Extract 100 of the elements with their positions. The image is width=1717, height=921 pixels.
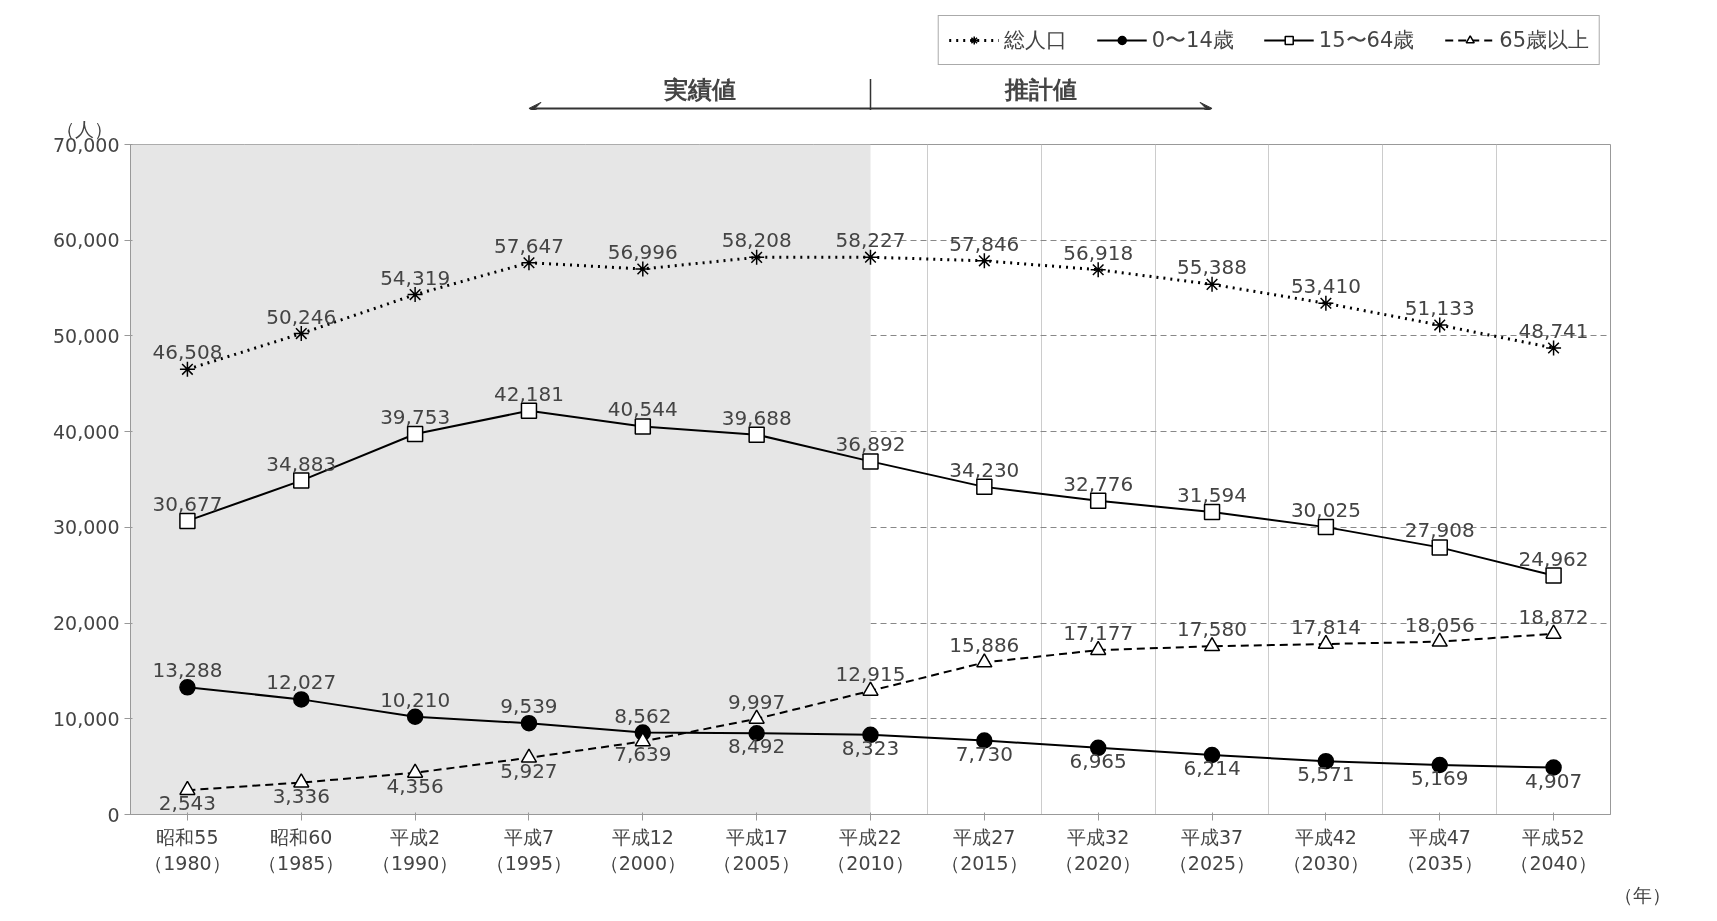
point	[406, 763, 424, 778]
point	[406, 708, 424, 726]
data-label: 40,544	[607, 397, 678, 422]
data-label: 48,741	[1518, 318, 1589, 343]
data-label: 57,647	[493, 233, 564, 258]
data-label: 8,562	[614, 703, 672, 728]
point	[179, 780, 196, 796]
point	[179, 679, 196, 696]
point	[1089, 492, 1107, 510]
data-label: 17,580	[1177, 617, 1248, 642]
legend-label: 65歳以上	[1499, 27, 1589, 54]
point	[293, 472, 310, 489]
point	[179, 512, 196, 530]
legend-label: 0〜14歳	[1151, 27, 1234, 54]
data-label: 12,915	[835, 661, 906, 686]
point	[1089, 261, 1107, 278]
data-label: 53,410	[1290, 274, 1361, 299]
data-label: 8,492	[728, 734, 786, 759]
data-label: 6,214	[1183, 756, 1241, 781]
data-label: 30,025	[1290, 498, 1361, 523]
data-label: 34,883	[266, 451, 337, 476]
point	[406, 286, 424, 303]
data-label: 54,319	[380, 265, 451, 290]
point	[1203, 503, 1221, 521]
point	[976, 653, 993, 668]
x-tick-label: 平成2 （1990）	[371, 825, 459, 874]
data-label: 31,594	[1177, 483, 1248, 508]
data-label: 9,997	[728, 689, 786, 714]
y-tick-label: 60,000	[53, 229, 120, 252]
legend-label: 15〜64歳	[1318, 27, 1415, 54]
y-tick-label: 50,000	[53, 324, 120, 347]
x-tick-label: 平成7 （1995）	[485, 825, 573, 874]
data-label: 58,227	[835, 228, 906, 253]
data-label: 5,927	[500, 758, 558, 783]
data-label: 42,181	[493, 381, 564, 406]
point	[520, 748, 538, 763]
y-tick-label: 20,000	[53, 612, 120, 635]
x-tick-label: 平成32 （2020）	[1055, 825, 1142, 874]
point	[1317, 518, 1335, 536]
y-tick-label: 40,000	[53, 420, 120, 443]
x-tick-label: 平成42 （2030）	[1282, 825, 1370, 874]
data-label: 6,965	[1069, 748, 1127, 773]
data-label: 30,677	[152, 491, 223, 516]
data-label: 18,056	[1404, 612, 1475, 637]
data-label: 5,169	[1411, 766, 1469, 791]
data-label: 17,814	[1290, 614, 1361, 639]
point	[293, 325, 310, 342]
point	[179, 361, 196, 378]
data-label: 8,323	[841, 735, 900, 760]
point	[634, 260, 652, 278]
point	[862, 248, 879, 266]
data-label: 7,730	[955, 741, 1013, 766]
data-label: 24,962	[1518, 546, 1589, 571]
x-tick-label: 平成27 （2015）	[941, 825, 1028, 874]
data-label: 39,753	[380, 405, 451, 430]
point	[520, 254, 538, 271]
point	[1431, 316, 1448, 334]
x-tick-label: 平成12 （2000）	[599, 825, 686, 874]
text: 推計値	[1004, 76, 1078, 105]
y-tick-label: 30,000	[53, 516, 120, 539]
x-axis-title: （年）	[1613, 883, 1671, 906]
point	[748, 426, 765, 443]
data-label: 17,177	[1063, 621, 1134, 646]
data-label: 12,027	[266, 670, 337, 695]
data-label: 9,539	[500, 694, 558, 719]
point	[520, 402, 538, 420]
data-label: 39,688	[721, 405, 792, 430]
data-label: 5,571	[1297, 762, 1355, 787]
legend-label: 総人口	[1003, 27, 1067, 54]
data-label: 4,907	[1524, 768, 1583, 793]
y-tick-label: 0	[107, 803, 120, 826]
point	[862, 453, 879, 470]
data-label: 56,918	[1063, 240, 1134, 265]
y-tick-label: 10,000	[53, 707, 120, 730]
point	[748, 249, 765, 266]
data-label: 27,908	[1404, 518, 1475, 543]
data-label: 34,230	[949, 457, 1020, 482]
data-label: 32,776	[1063, 471, 1134, 496]
data-label: 13,288	[152, 658, 223, 683]
data-label: 15,886	[949, 633, 1020, 658]
x-tick-label: 平成17 （2005）	[713, 825, 800, 874]
data-label: 4,356	[386, 773, 444, 798]
data-label: 56,996	[607, 239, 678, 264]
x-tick-label: 平成47 （2035）	[1396, 825, 1483, 874]
point	[1203, 276, 1221, 293]
data-label: 46,508	[152, 340, 223, 365]
point	[1317, 295, 1335, 312]
point	[976, 252, 993, 270]
data-label: 57,846	[949, 231, 1020, 256]
point	[293, 773, 310, 788]
point	[406, 425, 424, 443]
point	[1545, 339, 1562, 357]
data-label: 7,639	[614, 742, 672, 767]
point	[634, 418, 652, 435]
data-label: 50,246	[266, 304, 337, 329]
text: 実績値	[662, 76, 736, 105]
data-label: 36,892	[835, 432, 906, 457]
point	[293, 691, 310, 708]
data-label: 18,872	[1518, 604, 1589, 629]
data-label: 58,208	[721, 228, 792, 253]
